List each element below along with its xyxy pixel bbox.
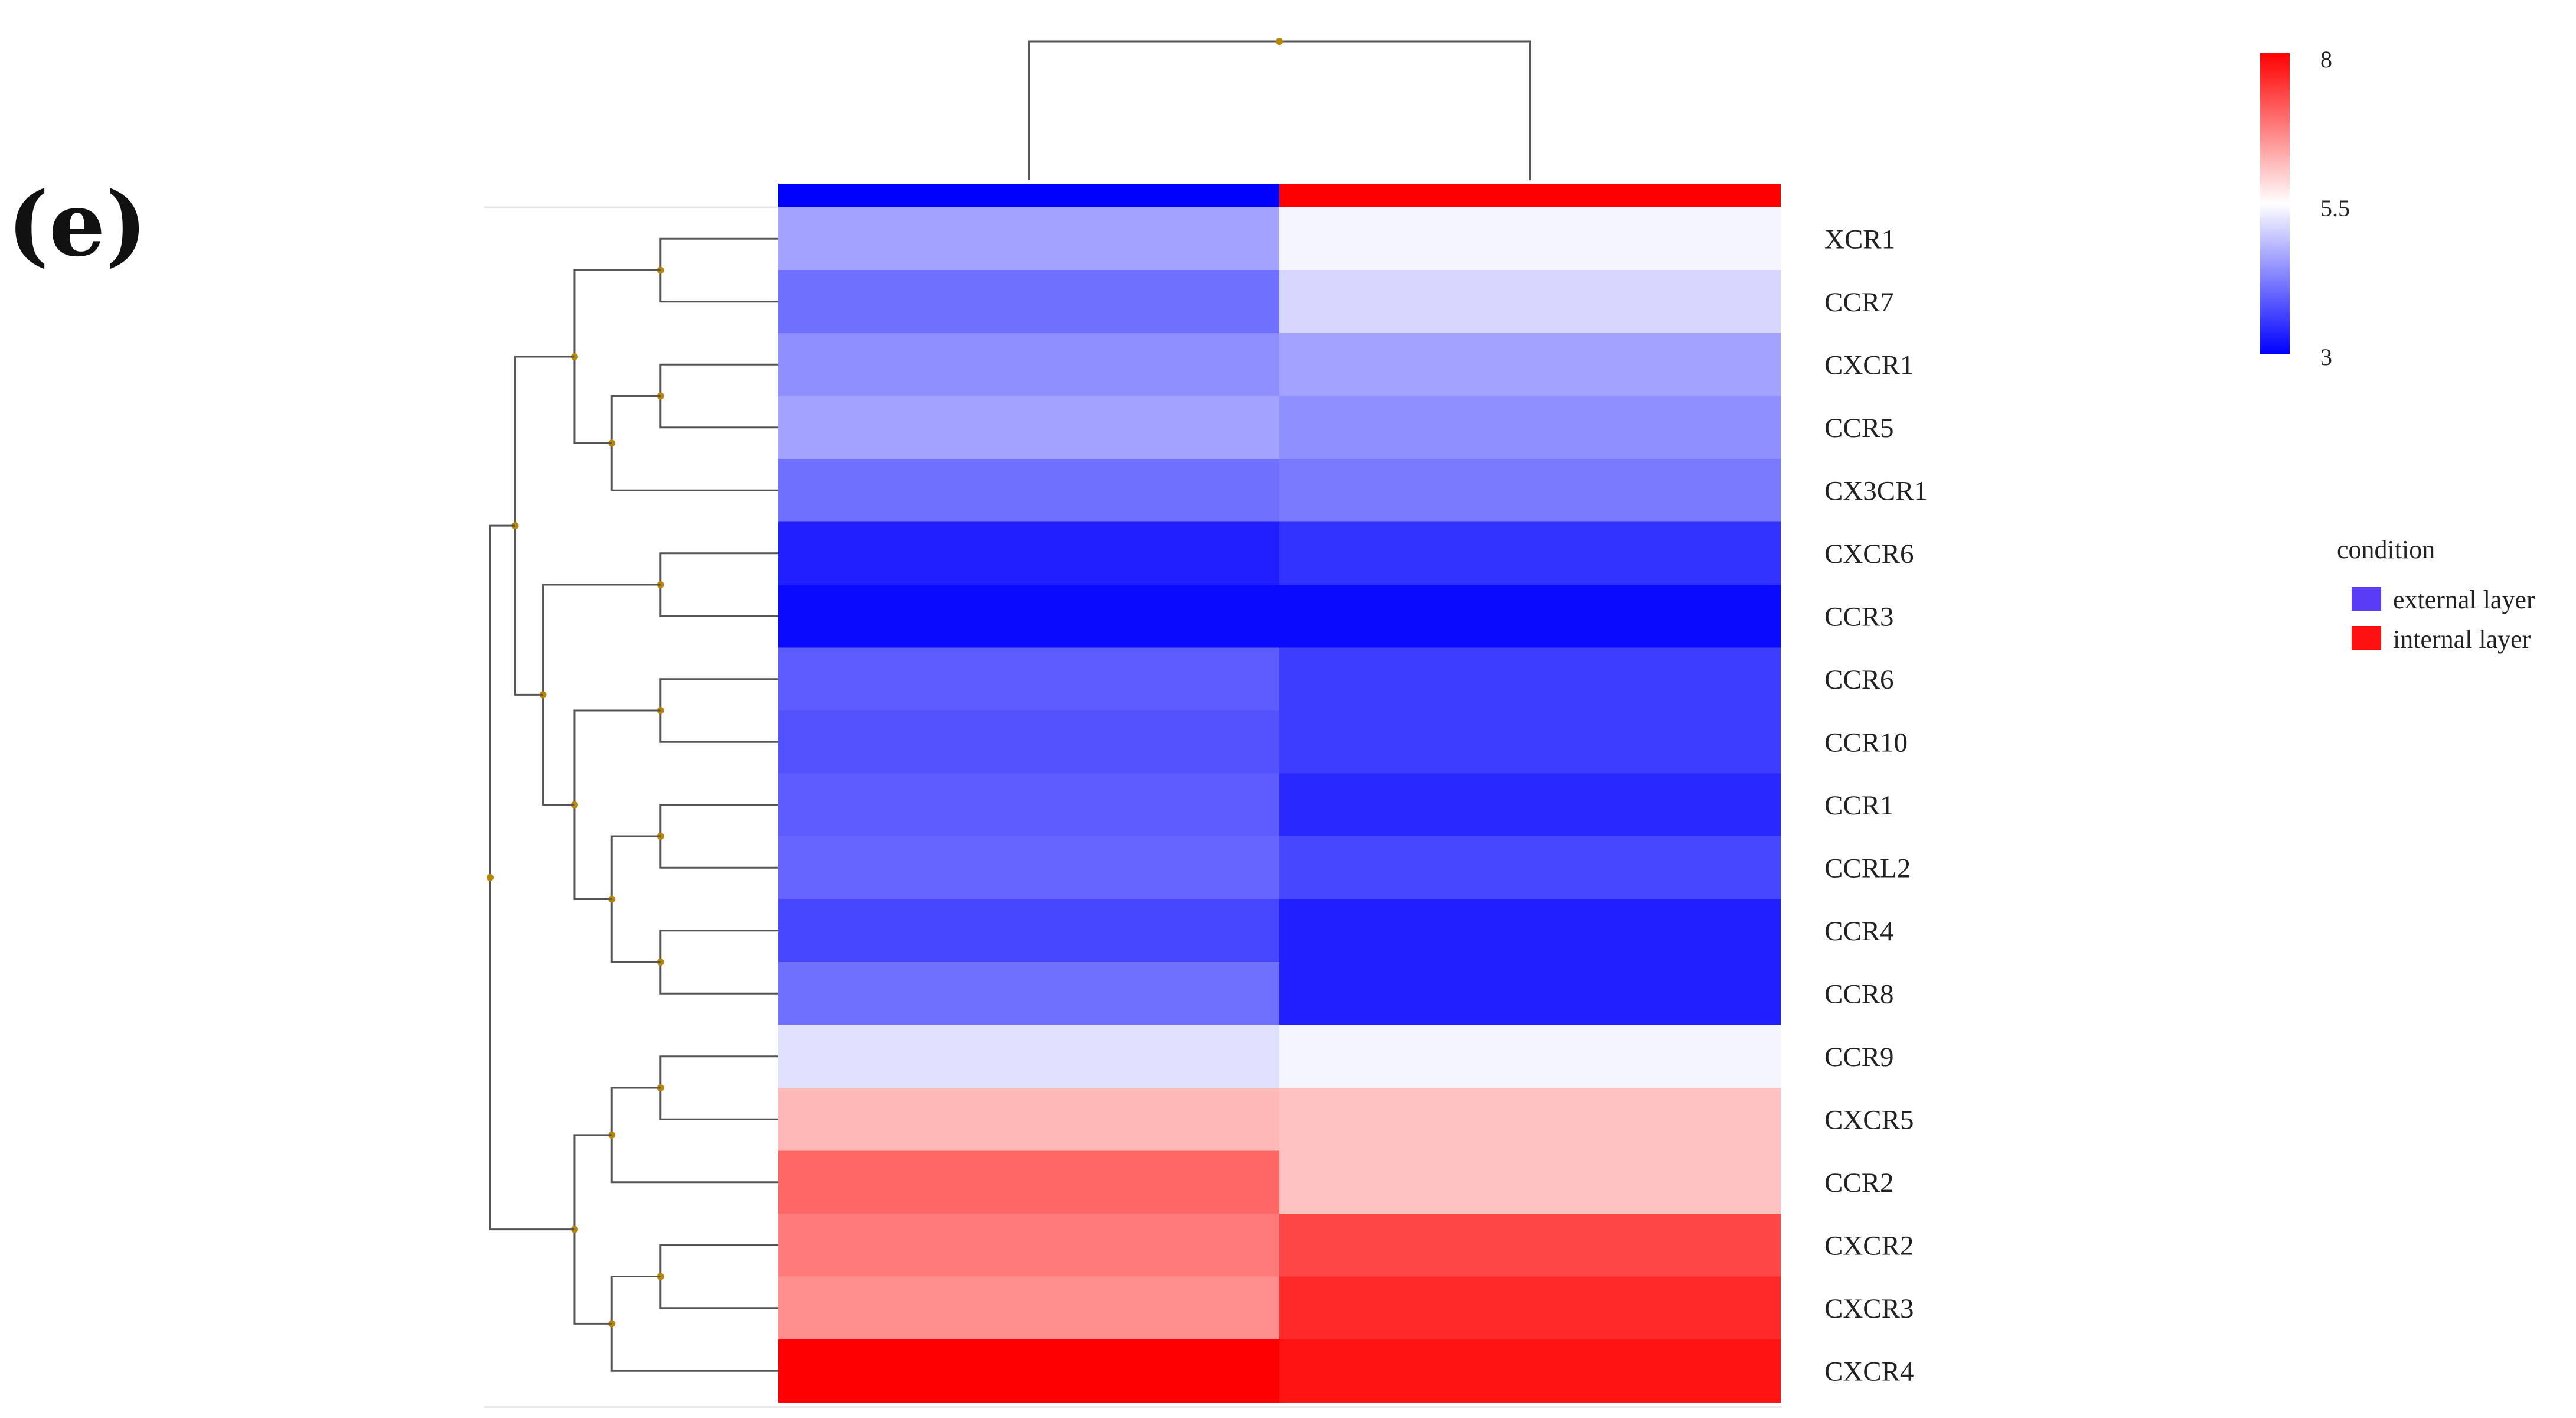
row-label: XCR1	[1824, 224, 1895, 255]
legend-label-internal: internal layer	[2393, 625, 2531, 654]
color-scale-bar	[2260, 53, 2290, 354]
dendrogram-node	[1276, 38, 1283, 45]
row-label: CCR5	[1824, 413, 1894, 444]
row-label: CCR2	[1824, 1168, 1894, 1198]
heatmap-cell	[1279, 710, 1781, 774]
row-label: CCR8	[1824, 979, 1894, 1009]
row-label: CX3CR1	[1824, 475, 1928, 506]
heatmap-cell	[778, 1150, 1279, 1214]
row-dendrogram-branch	[659, 237, 778, 303]
row-dendrogram-branch	[610, 1276, 778, 1372]
annotation-cell-0	[778, 184, 1279, 207]
heatmap-cell	[1279, 899, 1781, 963]
heatmap-cell	[778, 1025, 1279, 1088]
legend-swatch-internal	[2352, 626, 2381, 650]
column-annotation-bar	[778, 184, 1781, 207]
heatmap-cell	[1279, 521, 1781, 585]
heatmap-cell	[778, 521, 1279, 585]
heatmap-cells	[778, 207, 1781, 1403]
heatmap-cell	[778, 585, 1279, 648]
row-dendrogram-branch	[659, 363, 778, 429]
row-label: CXCR6	[1824, 539, 1914, 569]
heatmap-cell	[778, 773, 1279, 837]
row-label: CXCR2	[1824, 1230, 1914, 1261]
heatmap-cell	[778, 207, 1279, 271]
row-label: CCR6	[1824, 664, 1894, 695]
heatmap-cell	[1279, 396, 1781, 459]
row-dendrogram-branch	[573, 269, 661, 444]
heatmap-cell	[1279, 647, 1781, 711]
row-label: CCR1	[1824, 790, 1894, 821]
heatmap-cell	[1279, 1276, 1781, 1340]
row-dendrogram-branch	[610, 1087, 778, 1184]
row-label: CCRL2	[1824, 853, 1911, 884]
row-dendrogram-branch	[659, 1244, 778, 1309]
heatmap-cell	[1279, 270, 1781, 334]
heatmap-cell	[1279, 585, 1781, 648]
heatmap-cell	[778, 647, 1279, 711]
panel-label: (e)	[7, 172, 147, 276]
row-dendrogram-branch	[514, 356, 574, 696]
scale-tick-mid: 5.5	[2320, 195, 2350, 221]
heatmap-cell	[778, 333, 1279, 397]
row-label: CCR3	[1824, 601, 1894, 632]
heatmap-cell	[1279, 333, 1781, 397]
condition-legend: condition external layer internal layer	[2337, 535, 2535, 654]
row-dendrogram-branch	[659, 930, 778, 995]
heatmap-cell	[1279, 836, 1781, 900]
color-scale-legend: 8 5.5 3	[2260, 46, 2350, 370]
heatmap-cell	[778, 396, 1279, 459]
row-label: CCR4	[1824, 916, 1894, 947]
row-label: CCR9	[1824, 1042, 1894, 1073]
row-label: CXCR4	[1824, 1356, 1914, 1387]
row-dendrogram-branch	[573, 709, 661, 900]
row-label: CXCR1	[1824, 350, 1914, 380]
scale-tick-max: 8	[2320, 46, 2332, 73]
heatmap-cell	[1279, 207, 1781, 271]
heatmap-cell	[1279, 1025, 1781, 1088]
heatmap-cell	[1279, 459, 1781, 523]
heatmap-cell	[1279, 1339, 1781, 1403]
annotation-cell-1	[1279, 184, 1781, 207]
legend-title: condition	[2337, 535, 2435, 564]
heatmap-cell	[778, 899, 1279, 963]
row-dendrogram-branch	[659, 678, 778, 743]
heatmap-cell	[778, 962, 1279, 1026]
heatmap-cell	[1279, 1150, 1781, 1214]
row-dendrogram-branch	[659, 1055, 778, 1120]
row-labels: XCR1 CCR7 CXCR1 CCR5 CX3CR1 CXCR6 CCR3 CCR6 CCR1…	[1824, 224, 1928, 1387]
legend-swatch-external	[2352, 587, 2381, 611]
row-dendrogram-branch	[573, 1134, 612, 1325]
legend-label-external: external layer	[2393, 585, 2535, 614]
dendrogram-node	[487, 873, 494, 881]
row-label: CCR7	[1824, 287, 1894, 318]
heatmap-cell	[778, 1214, 1279, 1277]
row-label: CXCR3	[1824, 1293, 1914, 1324]
row-dendrogram-branch	[489, 524, 574, 1231]
heatmap-cell	[778, 1339, 1279, 1403]
heatmap-cell	[778, 836, 1279, 900]
row-dendrogram-branch	[542, 584, 661, 806]
heatmap-cell	[778, 459, 1279, 523]
heatmap-cell	[778, 1276, 1279, 1340]
row-label: CCR10	[1824, 727, 1908, 758]
heatmap-cell	[1279, 1088, 1781, 1152]
row-dendrogram-branch	[659, 804, 778, 869]
row-dendrogram-branch	[610, 835, 661, 963]
heatmap-cell	[1279, 962, 1781, 1026]
heatmap-cell	[1279, 773, 1781, 837]
heatmap-cell	[1279, 1214, 1781, 1277]
row-dendrogram-branch	[659, 552, 778, 617]
heatmap-cell	[778, 270, 1279, 334]
row-dendrogram	[484, 206, 1782, 1408]
heatmap-cell	[778, 1088, 1279, 1152]
row-dendrogram-branch	[610, 395, 778, 491]
column-dendrogram-branch	[1028, 40, 1531, 180]
scale-tick-min: 3	[2320, 344, 2332, 370]
row-label: CXCR5	[1824, 1104, 1914, 1135]
heatmap-cell	[778, 710, 1279, 774]
column-dendrogram	[1028, 38, 1531, 180]
